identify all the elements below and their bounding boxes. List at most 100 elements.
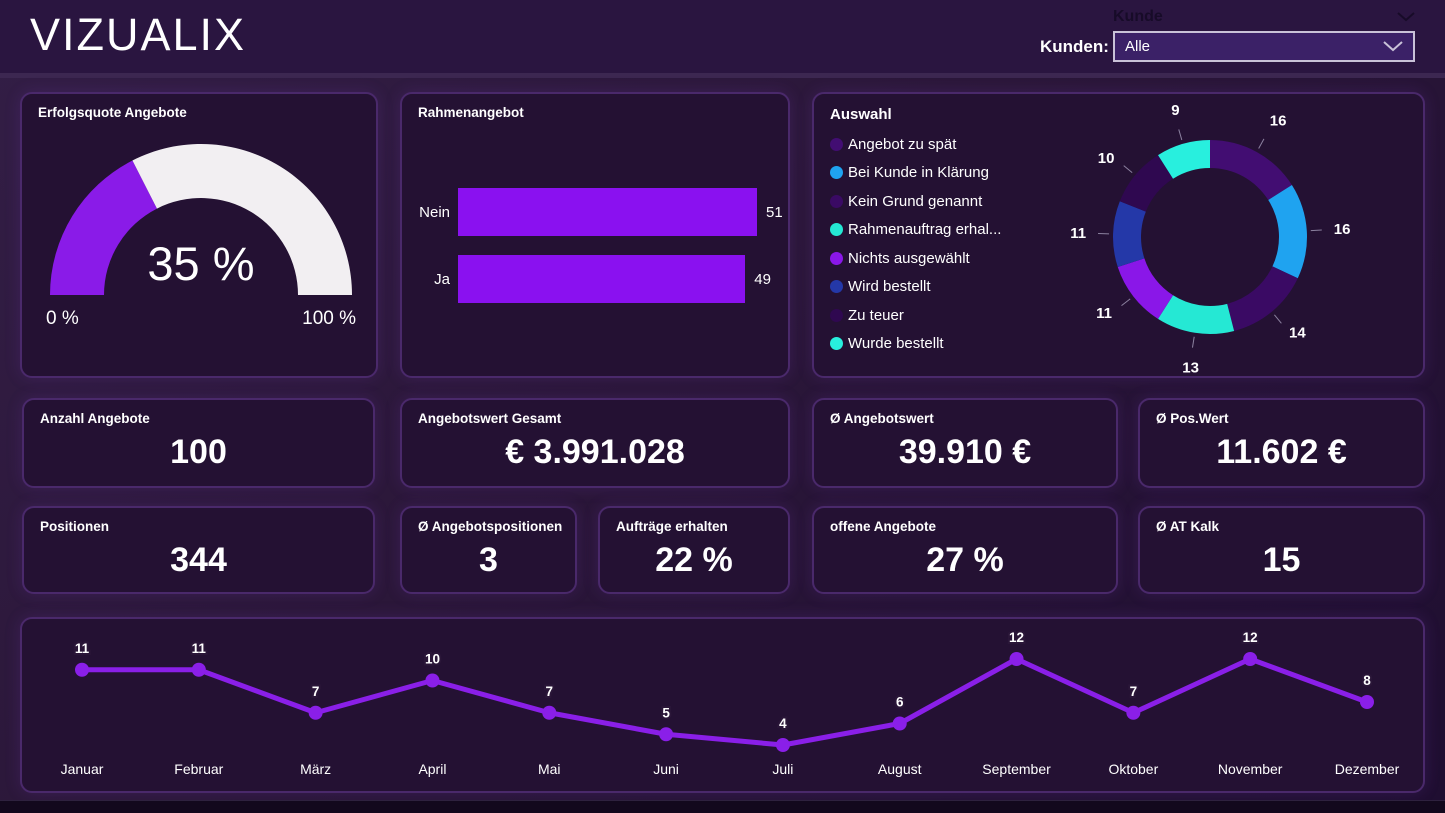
line-point[interactable]: [659, 727, 674, 742]
legend-label: Nichts ausgewählt: [848, 249, 970, 267]
chevron-down-icon: [1397, 12, 1415, 22]
donut-value-label: 11: [1096, 305, 1112, 322]
donut-segment[interactable]: [1227, 266, 1298, 331]
line-point[interactable]: [542, 705, 557, 720]
legend-label: Rahmenauftrag erhal...: [848, 221, 1002, 239]
gauge-fill-arc[interactable]: [50, 160, 157, 295]
line-point[interactable]: [892, 716, 907, 731]
legend-item[interactable]: Zu teuer: [830, 301, 1060, 330]
donut-value-label: 13: [1182, 359, 1199, 376]
x-axis-month-label: September: [982, 761, 1051, 777]
chevron-down-icon: [1383, 41, 1403, 52]
legend-item[interactable]: Wird bestellt: [830, 273, 1060, 302]
kpi-label: Ø Angebotswert: [830, 411, 934, 426]
kpi-label: Angebotswert Gesamt: [418, 411, 562, 426]
legend-dot-icon: [830, 194, 843, 208]
x-axis-month-label: Dezember: [1335, 761, 1400, 777]
bottom-cutoff-strip: [0, 800, 1445, 813]
line-chart[interactable]: 11 Januar 11 Februar 7 März 10 April 7 Mai 5 Juni 4 J…: [22, 619, 1423, 791]
line-value-label: 10: [425, 652, 440, 667]
line-value-label: 8: [1363, 673, 1371, 688]
kpi-card-avg-at-kalk: Ø AT Kalk 15: [1138, 506, 1425, 594]
slicer-header-label: Kunde: [1113, 8, 1163, 25]
line-point[interactable]: [425, 673, 440, 688]
kunden-dropdown[interactable]: Alle: [1113, 31, 1415, 62]
donut-label-line: [1273, 314, 1282, 324]
legend-label: Angebot zu spät: [848, 135, 957, 153]
kunden-filter-label: Kunden:: [1040, 37, 1109, 56]
donut-segment[interactable]: [1210, 140, 1292, 201]
x-axis-month-label: Juni: [653, 761, 679, 777]
donut-legend-items: Angebot zu spät Bei Kunde in Klärung Kein …: [830, 130, 1060, 358]
bar-row-ja: Ja 49: [402, 255, 788, 303]
line-value-label: 7: [546, 684, 554, 699]
gauge-chart[interactable]: 35 % 0 % 100 %: [30, 128, 372, 368]
kpi-value: € 3.991.028: [505, 433, 685, 471]
kpi-card-offene-angebote: offene Angebote 27 %: [812, 506, 1118, 594]
kpi-value: 39.910 €: [898, 433, 1032, 471]
donut-chart[interactable]: 16 16 14 13 11 11 10 9: [994, 94, 1427, 380]
line-point[interactable]: [1009, 652, 1024, 666]
bar-segment[interactable]: [458, 255, 746, 303]
line-point[interactable]: [75, 662, 89, 677]
donut-value-label: 10: [1098, 150, 1115, 167]
donut-value-label: 14: [1289, 325, 1306, 342]
legend-item[interactable]: Bei Kunde in Klärung: [830, 159, 1060, 188]
x-axis-month-label: Januar: [61, 761, 104, 777]
kpi-value: 3: [479, 541, 498, 579]
gauge-card-erfolgsquote: Erfolgsquote Angebote 35 % 0 % 100 %: [20, 92, 378, 378]
bar-category-label: Nein: [419, 203, 450, 221]
legend-label: Wurde bestellt: [848, 335, 944, 353]
legend-dot-icon: [830, 251, 843, 265]
donut-label-line: [1258, 138, 1265, 149]
gauge-card-title: Erfolgsquote Angebote: [38, 105, 187, 120]
kpi-value: 100: [170, 433, 227, 471]
kpi-card-avg-angebotspositionen: Ø Angebotspositionen 3: [400, 506, 577, 594]
line-point[interactable]: [775, 738, 790, 752]
donut-card-auswahl: Auswahl Angebot zu spät Bei Kunde in Klär…: [812, 92, 1425, 378]
line-point[interactable]: [1243, 652, 1258, 666]
legend-dot-icon: [830, 137, 843, 151]
line-point[interactable]: [191, 662, 206, 677]
kpi-card-auftraege-erhalten: Aufträge erhalten 22 %: [598, 506, 790, 594]
gauge-min-label: 0 %: [46, 308, 79, 329]
donut-value-label: 9: [1171, 102, 1179, 119]
legend-dot-icon: [830, 166, 843, 180]
legend-item[interactable]: Angebot zu spät: [830, 130, 1060, 159]
line-point[interactable]: [1360, 695, 1374, 709]
line-value-label: 11: [75, 641, 90, 656]
x-axis-month-label: November: [1218, 761, 1283, 777]
x-axis-month-label: Februar: [174, 761, 223, 777]
legend-item[interactable]: Kein Grund genannt: [830, 187, 1060, 216]
legend-item[interactable]: Wurde bestellt: [830, 330, 1060, 359]
line-path: [82, 656, 1368, 748]
line-value-label: 4: [779, 716, 787, 731]
donut-label-line: [1123, 165, 1133, 174]
bar-row-nein: Nein 51: [402, 188, 788, 236]
line-point[interactable]: [308, 705, 323, 720]
legend-label: Kein Grund genannt: [848, 192, 983, 210]
gauge-track-arc[interactable]: [132, 144, 352, 295]
donut-label-line: [1191, 336, 1195, 348]
bar-card-title: Rahmenangebot: [418, 105, 524, 120]
donut-segment[interactable]: [1113, 201, 1146, 267]
kpi-value: 22 %: [655, 541, 733, 579]
x-axis-month-label: August: [878, 761, 922, 777]
gauge-max-label: 100 %: [302, 308, 356, 329]
legend-item[interactable]: Rahmenauftrag erhal...: [830, 216, 1060, 245]
donut-segment[interactable]: [1158, 295, 1235, 334]
slicer-header-kunde[interactable]: Kunde: [1113, 5, 1415, 29]
donut-segment[interactable]: [1158, 140, 1210, 179]
app-logo: VIZUALIX: [30, 9, 247, 60]
legend-item[interactable]: Nichts ausgewählt: [830, 244, 1060, 273]
kpi-value: 15: [1262, 541, 1301, 579]
donut-segment[interactable]: [1268, 185, 1307, 279]
donut-segment[interactable]: [1119, 155, 1174, 212]
header-divider: [0, 73, 1445, 78]
line-point[interactable]: [1126, 705, 1141, 720]
bar-segment[interactable]: [458, 188, 757, 236]
line-value-label: 11: [192, 641, 207, 656]
kpi-card-avg-angebotswert: Ø Angebotswert 39.910 €: [812, 398, 1118, 488]
donut-segment[interactable]: [1117, 258, 1174, 319]
